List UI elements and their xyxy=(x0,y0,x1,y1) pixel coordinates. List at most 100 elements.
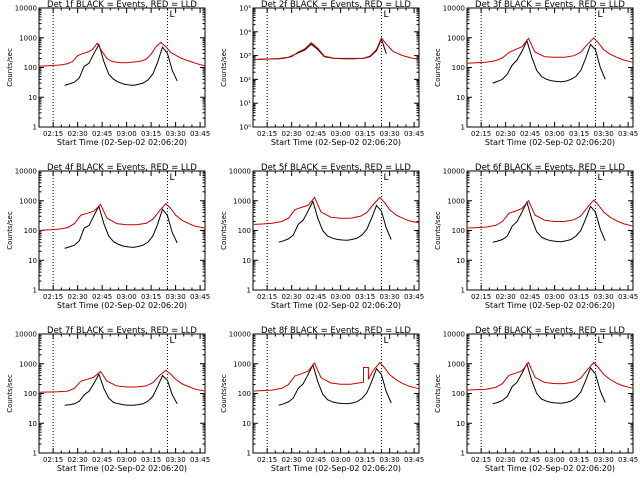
x-axis-title: Start Time (02-Sep-02 02:06:20) xyxy=(485,301,615,310)
y-axis-title: Counts/sec xyxy=(6,48,14,87)
y-axis-title: Counts/sec xyxy=(6,211,14,250)
xtick-label: 02:30 xyxy=(496,293,516,301)
ytick-label: 100 xyxy=(24,227,37,235)
xtick-label: 02:15 xyxy=(43,130,63,138)
xtick-label: 03:00 xyxy=(545,293,565,301)
ytick-label: 1000 xyxy=(19,197,37,205)
x-axis-title: Start Time (02-Sep-02 02:06:20) xyxy=(57,464,187,473)
ytick-label: 10 xyxy=(242,420,251,428)
ytick-label: 100 xyxy=(452,390,465,398)
xtick-label: 02:15 xyxy=(471,456,491,464)
series-lld xyxy=(466,37,634,64)
xtick-label: 03:00 xyxy=(545,456,565,464)
plot-frame xyxy=(252,7,420,128)
ytick-label: 10¹ xyxy=(239,100,251,108)
xtick-label: 02:30 xyxy=(496,456,516,464)
xtick-label: 02:15 xyxy=(43,456,63,464)
xtick-label: 02:15 xyxy=(257,293,277,301)
chart-title: Det 4f BLACK = Events, RED = LLD xyxy=(47,163,197,173)
marker-label: L xyxy=(597,173,602,183)
xtick-label: 03:30 xyxy=(166,130,186,138)
xtick-label: 03:45 xyxy=(404,293,424,301)
x-axis-title: Start Time (02-Sep-02 02:06:20) xyxy=(485,138,615,147)
xtick-label: 03:15 xyxy=(569,293,589,301)
xtick-label: 02:15 xyxy=(257,456,277,464)
chart-title: Det 8f BLACK = Events, RED = LLD xyxy=(261,326,411,336)
ytick-label: 10000 xyxy=(15,5,37,13)
xtick-label: 02:15 xyxy=(471,293,491,301)
xtick-label: 03:30 xyxy=(380,456,400,464)
y-axis-title: Counts/sec xyxy=(434,211,442,250)
ytick-label: 1 xyxy=(461,450,465,458)
xtick-label: 02:15 xyxy=(43,293,63,301)
xtick-label: 03:15 xyxy=(355,130,375,138)
ytick-label: 10² xyxy=(239,76,251,84)
ytick-label: 1 xyxy=(247,450,251,458)
xtick-label: 03:30 xyxy=(166,456,186,464)
series-events xyxy=(492,200,606,243)
ytick-label: 10⁰ xyxy=(239,124,251,132)
chart-title: Det 3f BLACK = Events, RED = LLD xyxy=(475,0,625,10)
xtick-label: 02:30 xyxy=(496,130,516,138)
ytick-label: 10000 xyxy=(443,5,465,13)
xtick-label: 02:30 xyxy=(282,293,302,301)
series-lld xyxy=(38,41,206,67)
plot-frame xyxy=(38,7,206,128)
y-axis-title: Counts/sec xyxy=(434,374,442,413)
ytick-label: 1000 xyxy=(19,360,37,368)
x-axis-title: Start Time (02-Sep-02 02:06:20) xyxy=(271,464,401,473)
xtick-label: 03:00 xyxy=(331,456,351,464)
y-axis-title: Counts/sec xyxy=(6,374,14,413)
xtick-label: 03:30 xyxy=(380,293,400,301)
marker-label: L xyxy=(169,10,174,20)
x-axis-title: Start Time (02-Sep-02 02:06:20) xyxy=(271,138,401,147)
ytick-label: 1000 xyxy=(447,34,465,42)
xtick-label: 03:30 xyxy=(594,456,614,464)
xtick-label: 03:30 xyxy=(166,293,186,301)
ytick-label: 10000 xyxy=(443,331,465,339)
plot-frame xyxy=(38,170,206,291)
plot-frame xyxy=(466,170,634,291)
ytick-label: 10 xyxy=(456,94,465,102)
xtick-label: 02:30 xyxy=(68,456,88,464)
ytick-label: 10000 xyxy=(229,331,251,339)
xtick-label: 03:30 xyxy=(380,130,400,138)
chart-title: Det 9f BLACK = Events, RED = LLD xyxy=(475,326,625,336)
ytick-label: 1 xyxy=(461,287,465,295)
y-axis-title: Counts/sec xyxy=(220,48,228,87)
xtick-label: 02:15 xyxy=(257,130,277,138)
ytick-label: 100 xyxy=(452,227,465,235)
ytick-label: 10 xyxy=(28,420,37,428)
plot-frame xyxy=(252,333,420,454)
xtick-label: 03:00 xyxy=(331,293,351,301)
xtick-label: 02:45 xyxy=(520,130,540,138)
xtick-label: 02:45 xyxy=(306,456,326,464)
ytick-label: 100 xyxy=(238,227,251,235)
xtick-label: 03:45 xyxy=(618,456,638,464)
xtick-label: 03:45 xyxy=(404,456,424,464)
ytick-label: 10000 xyxy=(15,168,37,176)
series-events xyxy=(278,200,392,243)
marker-label: L xyxy=(169,336,174,346)
chart-title: Det 5f BLACK = Events, RED = LLD xyxy=(261,163,411,173)
xtick-label: 02:45 xyxy=(520,293,540,301)
plot-frame xyxy=(466,7,634,128)
ytick-label: 100 xyxy=(24,64,37,72)
ytick-label: 1 xyxy=(461,124,465,132)
xtick-label: 03:00 xyxy=(117,293,137,301)
xtick-label: 03:45 xyxy=(190,456,210,464)
x-axis-title: Start Time (02-Sep-02 02:06:20) xyxy=(485,464,615,473)
xtick-label: 03:45 xyxy=(618,130,638,138)
series-lld xyxy=(252,37,420,61)
xtick-label: 03:00 xyxy=(117,130,137,138)
xtick-label: 03:15 xyxy=(569,456,589,464)
xtick-label: 02:45 xyxy=(520,456,540,464)
series-events xyxy=(64,372,178,406)
series-events xyxy=(492,39,606,84)
y-axis-title: Counts/sec xyxy=(434,48,442,87)
